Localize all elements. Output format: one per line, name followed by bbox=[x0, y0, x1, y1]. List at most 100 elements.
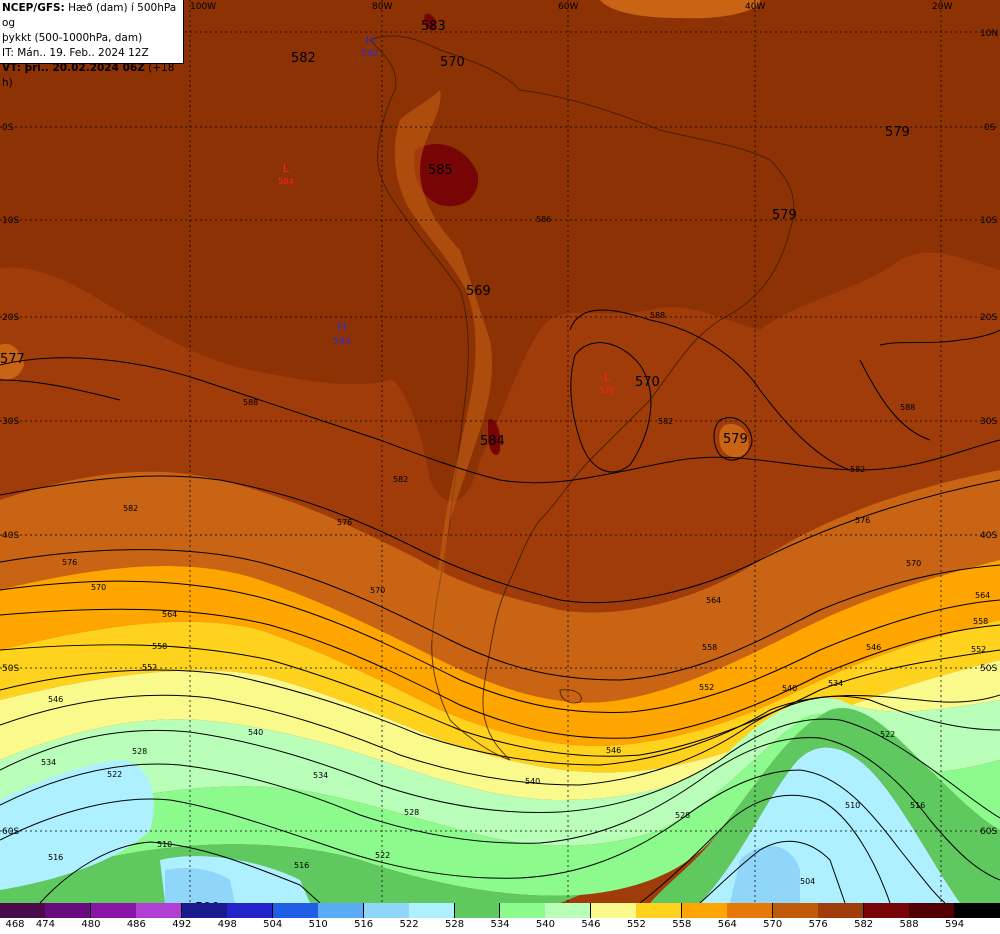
contour-label: 534 bbox=[313, 771, 328, 780]
lat-label-50s-right: 50S bbox=[980, 664, 997, 674]
lat-label-60s-left: 60S bbox=[2, 827, 19, 837]
contour-label: 540 bbox=[248, 728, 263, 737]
band-516-522-sw bbox=[165, 868, 235, 903]
low-center-value: 576 bbox=[599, 386, 614, 395]
lat-label-40s-right: 40S bbox=[980, 531, 997, 541]
info-line-2: þykkt (500-1000hPa, dam) bbox=[2, 32, 143, 44]
high-center-letter: H bbox=[366, 34, 374, 47]
band-582-588-central-america bbox=[424, 13, 436, 31]
band-540-546 bbox=[0, 708, 1000, 896]
field-label: 569 bbox=[466, 284, 491, 299]
contour-label: 588 bbox=[650, 311, 665, 320]
info-line-3: IT: Mán.. 19. Feb.. 2024 12Z bbox=[2, 47, 149, 59]
lon-label-100w: 100W bbox=[190, 2, 216, 12]
lon-label-20w: 20W bbox=[932, 2, 952, 12]
field-label: 579 bbox=[885, 125, 910, 140]
band-570-576-atlantic-cell bbox=[719, 424, 749, 458]
high-center-value: 592 bbox=[361, 49, 378, 59]
colorbar-swatch bbox=[727, 903, 774, 918]
field-label: 570 bbox=[440, 55, 465, 70]
contour-label: 516 bbox=[294, 861, 309, 870]
contour-label: 522 bbox=[107, 770, 122, 779]
forecast-lead: (+18 h) bbox=[2, 62, 175, 89]
contour-label: 570 bbox=[91, 583, 106, 592]
product-description: Hæð (dam) í 500hPa og bbox=[2, 2, 177, 29]
colorbar-label: 528 bbox=[444, 919, 465, 930]
colorbar-label: 588 bbox=[899, 919, 919, 930]
contour-label: 552 bbox=[142, 663, 157, 672]
contour-label: 552 bbox=[971, 645, 986, 654]
contour-label: 522 bbox=[880, 730, 895, 739]
lat-label-10n-right: 10N bbox=[980, 29, 998, 39]
low-center-letter: L bbox=[283, 162, 290, 175]
colorbar-swatch bbox=[545, 903, 592, 918]
contour-label: 516 bbox=[910, 801, 925, 810]
colorbar-label: 582 bbox=[854, 919, 874, 930]
colorbar-swatch bbox=[863, 903, 910, 918]
colorbar-swatch bbox=[409, 903, 456, 918]
contour-label: 504 bbox=[800, 877, 815, 886]
band-582-588-argentina bbox=[488, 419, 501, 456]
colorbar-label: 486 bbox=[126, 919, 146, 930]
lon-label-40w: 40W bbox=[745, 2, 765, 12]
colorbar-label: 564 bbox=[717, 919, 737, 930]
contour-label: 576 bbox=[337, 518, 352, 527]
contour-label: 546 bbox=[606, 746, 621, 755]
field-label: 590 bbox=[195, 901, 220, 903]
coastlines bbox=[369, 35, 795, 761]
colorbar-swatch bbox=[454, 903, 501, 918]
colorbar-swatch bbox=[772, 903, 819, 918]
field-label: 584 bbox=[480, 434, 505, 449]
colorbar-label: 468 bbox=[5, 919, 25, 930]
band-576-582-se-pacific bbox=[0, 343, 24, 380]
colorbar-label: 516 bbox=[354, 919, 374, 930]
colorbar-label: 480 bbox=[81, 919, 101, 930]
lon-label-60w: 60W bbox=[558, 2, 578, 12]
colorbar-swatch bbox=[318, 903, 365, 918]
andes-relief bbox=[394, 90, 492, 640]
contour-label: 534 bbox=[41, 758, 56, 767]
colorbar-label: 498 bbox=[217, 919, 237, 930]
contour-label: 588 bbox=[900, 403, 915, 412]
contour-label: 570 bbox=[906, 559, 921, 568]
thickness-colorbar: 468 474 480 486 492 498 504 510 516 522 528 534 540 5… bbox=[0, 903, 1000, 934]
contour-label: 564 bbox=[706, 596, 721, 605]
field-label: 570 bbox=[635, 375, 660, 390]
colorbar-label: 552 bbox=[626, 919, 646, 930]
band-534-540-east bbox=[650, 708, 1000, 903]
contour-label: 528 bbox=[675, 811, 690, 820]
contour-label: 558 bbox=[152, 642, 167, 651]
band-522-528-west bbox=[0, 760, 154, 890]
contour-label: 522 bbox=[375, 851, 390, 860]
forecast-info-box: NCEP/GFS: Hæð (dam) í 500hPa og þykkt (5… bbox=[0, 0, 184, 89]
band-564-570 bbox=[0, 560, 1000, 746]
colorbar-swatch bbox=[45, 903, 92, 918]
contour-label: 576 bbox=[855, 516, 870, 525]
contour-label: 582 bbox=[850, 465, 865, 474]
contour-label: 582 bbox=[393, 475, 408, 484]
contour-label: 534 bbox=[828, 679, 843, 688]
contour-label: 510 bbox=[845, 801, 860, 810]
colorbar-label: 474 bbox=[35, 919, 55, 930]
contour-label: 546 bbox=[48, 695, 63, 704]
colorbar-swatch bbox=[0, 903, 46, 918]
high-center-letter: H bbox=[338, 320, 346, 333]
contour-label: 564 bbox=[162, 610, 177, 619]
field-label: 582 bbox=[291, 51, 316, 66]
colorbar-label: 570 bbox=[763, 919, 783, 930]
field-label: 579 bbox=[723, 432, 748, 447]
contour-lines bbox=[0, 309, 1000, 903]
colorbar-swatch bbox=[181, 903, 228, 918]
contour-label: 540 bbox=[782, 684, 797, 693]
contour-label: 516 bbox=[48, 853, 63, 862]
low-center-letter: L bbox=[604, 371, 611, 384]
colorbar-label: 558 bbox=[672, 919, 692, 930]
contour-label: 558 bbox=[973, 617, 988, 626]
colorbar-swatch bbox=[90, 903, 137, 918]
field-label: 577 bbox=[0, 352, 25, 367]
contour-label: 588 bbox=[243, 398, 258, 407]
band-582-588-amazon bbox=[414, 144, 479, 207]
lat-label-10s-right: 10S bbox=[980, 216, 997, 226]
colorbar-swatch bbox=[818, 903, 865, 918]
colorbar-swatch bbox=[909, 903, 956, 918]
